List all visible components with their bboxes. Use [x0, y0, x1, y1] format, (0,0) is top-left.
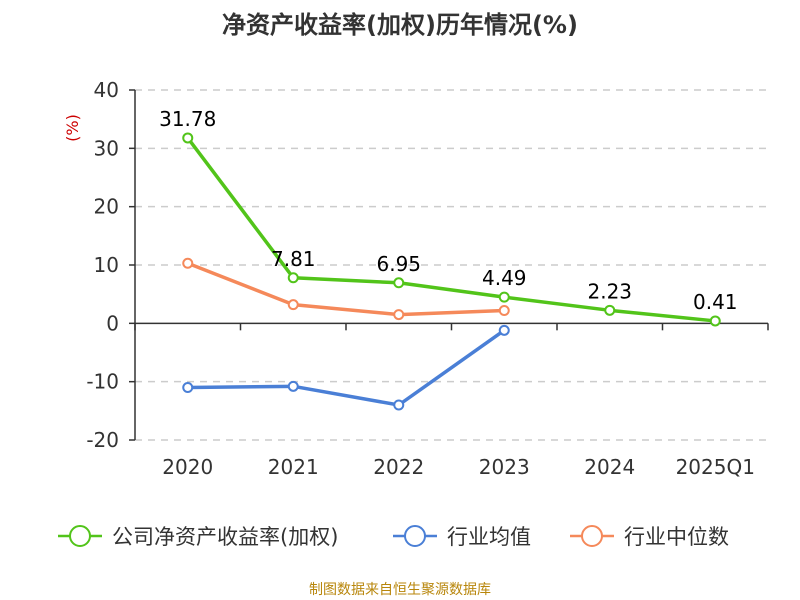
data-point[interactable] [498, 291, 510, 303]
legend-item-1[interactable]: 公司净资产收益率(加权) [58, 525, 338, 549]
x-tick-label: 2023 [479, 455, 530, 479]
data-label: 6.95 [376, 252, 421, 276]
data-label: 4.49 [482, 266, 527, 290]
axes: 40 30 20 10 0 -10 -20 2020 2021 2022 2023 2024 2025Q… [86, 78, 769, 479]
chart-title: 净资产收益率(加权)历年情况(%) [222, 11, 578, 39]
data-label: 31.78 [159, 107, 216, 131]
y-tick-label: 0 [106, 311, 119, 335]
data-point[interactable] [393, 399, 405, 411]
series-2 [182, 324, 510, 411]
legend-marker [581, 525, 603, 547]
data-point[interactable] [287, 380, 299, 392]
y-axis-label: (%) [63, 114, 82, 142]
y-tick-label: -20 [86, 428, 119, 452]
data-point[interactable] [393, 277, 405, 289]
source-note: 制图数据来自恒生聚源数据库 [309, 582, 491, 598]
legend-label: 行业均值 [447, 525, 531, 549]
data-point[interactable] [287, 299, 299, 311]
data-point[interactable] [182, 382, 194, 393]
legend-item-3[interactable]: 行业中位数 [570, 525, 729, 549]
legend-marker [404, 525, 426, 547]
y-tick-label: 30 [94, 136, 119, 160]
y-tick-label: 10 [94, 253, 119, 277]
data-label: 7.81 [271, 247, 316, 271]
data-labels: 31.78 7.81 6.95 4.49 2.23 0.41 [159, 107, 737, 314]
y-tick-label: 20 [94, 195, 119, 219]
y-tick-label: 40 [94, 78, 119, 102]
x-tick-label: 2025Q1 [676, 455, 755, 479]
data-point[interactable] [182, 257, 194, 269]
data-point[interactable] [393, 309, 405, 321]
x-tick-label: 2022 [373, 455, 424, 479]
data-label: 0.41 [693, 290, 738, 314]
data-point[interactable] [287, 272, 299, 284]
grid [135, 89, 768, 441]
data-point[interactable] [498, 324, 510, 336]
legend-label: 公司净资产收益率(加权) [112, 525, 338, 549]
series-line [187, 261, 505, 317]
series-line [187, 328, 506, 407]
data-point[interactable] [604, 304, 616, 316]
series-1 [182, 132, 721, 327]
series-group [182, 132, 721, 411]
x-tick-label: 2020 [162, 455, 213, 479]
legend-item-2[interactable]: 行业均值 [393, 525, 531, 549]
data-label: 2.23 [587, 279, 632, 303]
x-tick-label: 2024 [584, 455, 635, 479]
data-point[interactable] [498, 305, 510, 316]
data-point[interactable] [182, 132, 194, 144]
y-tick-label: -10 [86, 370, 119, 394]
legend-marker [69, 525, 91, 547]
series-line [186, 136, 716, 323]
x-tick-label: 2021 [268, 455, 319, 479]
legend[interactable]: 公司净资产收益率(加权) 行业均值 行业中位数 [58, 525, 729, 549]
data-point[interactable] [709, 315, 721, 327]
legend-label: 行业中位数 [624, 525, 729, 549]
series-3 [182, 257, 510, 321]
